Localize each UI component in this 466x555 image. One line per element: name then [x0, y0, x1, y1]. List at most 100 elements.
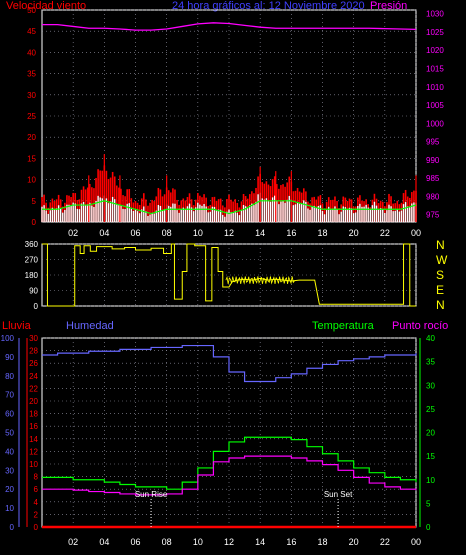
rain-tick: 12: [29, 447, 38, 456]
x-tick-label: 10: [193, 228, 203, 238]
temperature-line: [42, 436, 417, 490]
x-tick-label: 22: [380, 228, 390, 238]
y-right-tick: 985: [426, 174, 440, 183]
y-right-tick: 1030: [426, 10, 444, 19]
y-right-tick: 1015: [426, 64, 444, 73]
x-tick-label: 00: [411, 228, 421, 238]
humidity-tick: 90: [5, 353, 14, 362]
compass-n-top: N: [436, 238, 445, 252]
y-left-tick: 5: [32, 197, 37, 206]
y-left-tick: 35: [27, 70, 36, 79]
x-tick-label: 12: [224, 537, 234, 547]
rain-tick: 14: [29, 435, 38, 444]
temperature-tick: 35: [426, 358, 435, 367]
compass-s: S: [436, 268, 445, 282]
rain-tick: 10: [29, 460, 38, 469]
y-right-tick: 1010: [426, 83, 444, 92]
y-right-tick: 1005: [426, 101, 444, 110]
compass-w: W: [436, 253, 448, 267]
y-left-tick: 45: [27, 27, 36, 36]
rain-tick: 22: [29, 384, 38, 393]
y-right-tick: 1020: [426, 46, 444, 55]
y-tick: 90: [29, 287, 38, 296]
avg-wind-line: [42, 200, 417, 215]
y-right-tick: 975: [426, 211, 440, 220]
compass-n-bottom: N: [436, 298, 445, 312]
sun-annotation: Sun Rise: [135, 490, 168, 499]
wind-speed-label: Velocidad viento: [6, 0, 87, 12]
direction-variability: [225, 275, 295, 285]
y-left-tick: 10: [27, 176, 36, 185]
x-tick-label: 04: [99, 228, 109, 238]
wind-direction-panel: 0 90 180 270 360: [25, 240, 417, 311]
x-tick-label: 12: [224, 228, 234, 238]
rain-tick: 24: [29, 372, 38, 381]
humidity-tick: 40: [5, 447, 14, 456]
rain-tick: 16: [29, 422, 38, 431]
x-tick-label: 06: [130, 537, 140, 547]
y-left-tick: 0: [32, 218, 37, 227]
rain-tick: 8: [34, 473, 39, 482]
x-tick-label: 02: [68, 228, 78, 238]
rain-label: Lluvia: [2, 320, 31, 332]
x-tick-label: 10: [193, 537, 203, 547]
pressure-label: Presión: [370, 0, 408, 12]
humidity-tick: 0: [10, 523, 15, 532]
humidity-label: Humedad: [66, 320, 114, 332]
y-right-tick: 980: [426, 192, 440, 201]
x-tick-label: 08: [162, 537, 172, 547]
y-left-tick: 30: [27, 91, 36, 100]
x-tick-label: 18: [317, 228, 327, 238]
humidity-tick: 80: [5, 372, 14, 381]
x-tick-label: 00: [411, 537, 421, 547]
rain-tick: 4: [34, 498, 39, 507]
y-right-tick: 1025: [426, 28, 444, 37]
rain-tick: 30: [29, 334, 38, 343]
temperature-tick: 10: [426, 476, 435, 485]
x-tick-label: 22: [380, 537, 390, 547]
rain-tick: 0: [34, 523, 39, 532]
dewpoint-label: Punto rocío: [392, 320, 449, 332]
x-tick-label: 20: [349, 537, 359, 547]
x-tick-label: 14: [255, 228, 265, 238]
humidity-tick: 100: [1, 334, 15, 343]
temperature-tick: 0: [426, 523, 431, 532]
x-tick-label: 16: [286, 228, 296, 238]
chart-title: 24 hora gráficos al: 12 Noviembre 2020: [172, 0, 365, 12]
temperature-tick: 20: [426, 429, 435, 438]
rain-tick: 28: [29, 347, 38, 356]
y-left-tick: 40: [27, 48, 36, 57]
y-right-tick: 1000: [426, 119, 444, 128]
humidity-tick: 10: [5, 504, 14, 513]
y-tick: 180: [25, 271, 39, 280]
pressure-line: [42, 22, 417, 31]
y-left-tick: 50: [27, 6, 36, 15]
x-tick-label: 14: [255, 537, 265, 547]
sun-annotation: Sun Set: [324, 490, 353, 499]
temperature-tick: 15: [426, 452, 435, 461]
compass-e: E: [436, 283, 445, 297]
rain-tick: 20: [29, 397, 38, 406]
x-tick-label: 20: [349, 228, 359, 238]
rain-tick: 2: [34, 510, 39, 519]
humidity-tick: 30: [5, 466, 14, 475]
x-tick-label: 08: [162, 228, 172, 238]
humidity-line: [42, 344, 417, 383]
wind-pressure-panel: 0510152025303540455097598098599099510001…: [27, 6, 444, 238]
rain-tick: 18: [29, 410, 38, 419]
direction-line: [42, 243, 416, 307]
x-tick-label: 04: [99, 537, 109, 547]
x-tick-label: 16: [286, 537, 296, 547]
y-tick: 360: [25, 240, 39, 249]
temperature-tick: 40: [426, 334, 435, 343]
y-right-tick: 995: [426, 138, 440, 147]
temperature-tick: 5: [426, 499, 431, 508]
x-tick-label: 18: [317, 537, 327, 547]
humidity-tick: 70: [5, 391, 14, 400]
y-left-tick: 20: [27, 133, 36, 142]
rain-tick: 26: [29, 359, 38, 368]
temperature-label: Temperatura: [312, 320, 374, 332]
x-tick-label: 02: [68, 537, 78, 547]
x-tick-label: 06: [130, 228, 140, 238]
